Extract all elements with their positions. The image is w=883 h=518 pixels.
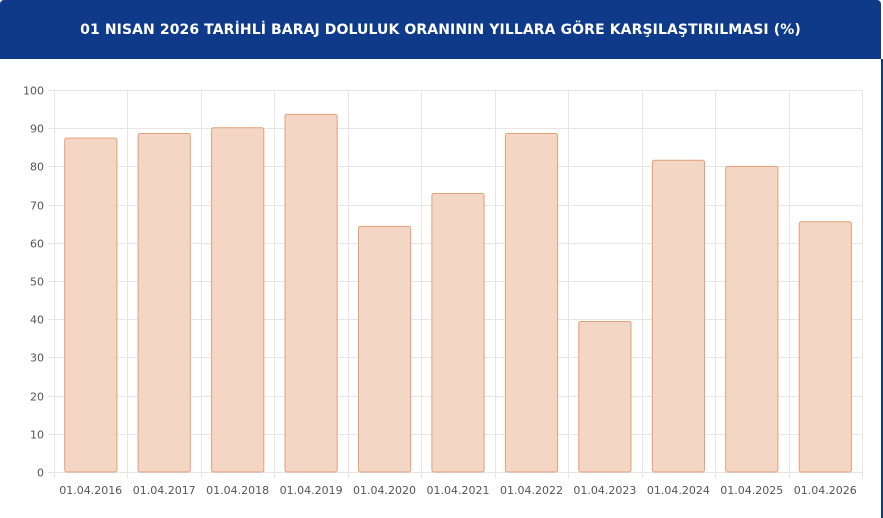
bars (64, 113, 852, 473)
y-tick-label: 50 (30, 276, 44, 289)
bar (504, 133, 559, 473)
chart-header: 01 NISAN 2026 TARİHLİ BARAJ DOLULUK ORAN… (0, 0, 881, 59)
y-tick-label: 10 (30, 429, 44, 442)
y-tick-label: 20 (30, 391, 44, 404)
bar (137, 133, 191, 473)
bar (64, 137, 118, 473)
y-tick-label: 70 (30, 200, 44, 213)
x-tick-label: 01.04.2023 (573, 484, 636, 497)
y-tick-label: 80 (30, 161, 44, 174)
bar (211, 127, 265, 473)
x-tick-label: 01.04.2016 (59, 484, 122, 497)
x-tick-label: 01.04.2020 (353, 484, 416, 497)
x-tick-label: 01.04.2018 (206, 484, 269, 497)
y-tick-label: 90 (30, 123, 44, 136)
x-tick-label: 01.04.2022 (500, 484, 563, 497)
bar (358, 225, 412, 473)
bar (284, 113, 338, 473)
y-tick-label: 30 (30, 352, 44, 365)
bar (651, 159, 705, 473)
x-tick-label: 01.04.2017 (133, 484, 196, 497)
y-tick-label: 60 (30, 238, 44, 251)
x-tick-label: 01.04.2024 (647, 484, 710, 497)
x-tick-label: 01.04.2025 (720, 484, 783, 497)
bar (725, 165, 779, 473)
y-tick-label: 40 (30, 314, 44, 327)
bar (798, 221, 852, 473)
x-tick-label: 01.04.2019 (280, 484, 343, 497)
x-tick-label: 01.04.2026 (794, 484, 857, 497)
y-tick-label: 0 (37, 467, 44, 480)
bar (431, 193, 485, 473)
bar (578, 321, 632, 473)
x-tick-label: 01.04.2021 (427, 484, 490, 497)
y-tick-label: 100 (23, 85, 44, 98)
card-border (881, 59, 883, 518)
chart-title: 01 NISAN 2026 TARİHLİ BARAJ DOLULUK ORAN… (80, 21, 801, 38)
